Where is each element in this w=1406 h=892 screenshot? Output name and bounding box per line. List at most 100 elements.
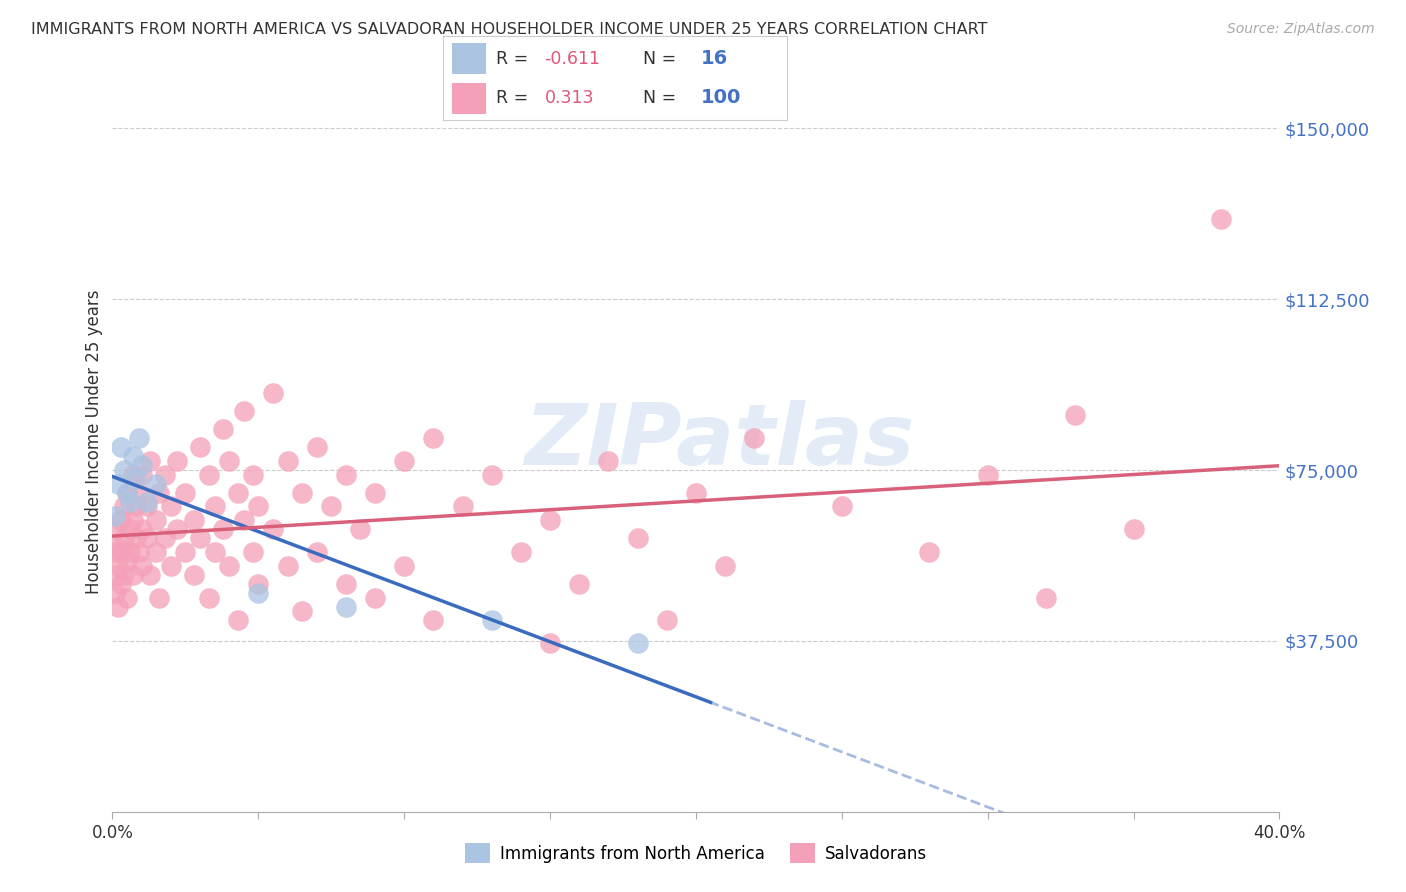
Point (107, 599, 129, 614)
Point (685, 485, 707, 500)
Point (1209, 212, 1232, 227)
Point (276, 454, 298, 468)
Point (422, 613, 444, 627)
Point (714, 558, 737, 573)
Point (122, 513, 145, 527)
Point (276, 558, 298, 573)
Point (335, 599, 357, 614)
Point (262, 522, 284, 536)
Point (188, 532, 211, 546)
Point (107, 541, 129, 555)
Text: 100: 100 (702, 88, 741, 107)
Point (212, 522, 235, 536)
Point (976, 467, 998, 482)
Point (115, 554, 138, 568)
Point (232, 404, 254, 418)
Point (160, 500, 183, 514)
Point (247, 586, 270, 600)
Point (107, 476, 129, 491)
Bar (451, 83, 486, 113)
Point (166, 522, 188, 536)
Point (197, 467, 219, 482)
Point (183, 567, 205, 582)
Point (131, 458, 153, 473)
Point (145, 545, 167, 559)
Point (118, 495, 141, 509)
Point (110, 545, 132, 559)
Point (122, 450, 145, 464)
Point (166, 454, 188, 468)
Point (145, 476, 167, 491)
Point (148, 485, 170, 500)
Point (1122, 522, 1144, 536)
Point (183, 513, 205, 527)
Point (627, 532, 650, 546)
Point (1035, 591, 1057, 605)
Point (112, 532, 135, 546)
Point (226, 613, 249, 627)
Point (422, 431, 444, 445)
Point (112, 500, 135, 514)
Point (655, 613, 678, 627)
Point (107, 558, 129, 573)
Point (139, 567, 162, 582)
Point (131, 558, 153, 573)
Point (128, 545, 150, 559)
Point (204, 500, 226, 514)
Point (110, 440, 132, 454)
Point (538, 636, 561, 650)
Point (242, 545, 264, 559)
Point (174, 485, 197, 500)
Point (188, 440, 211, 454)
Point (335, 577, 357, 591)
Text: 16: 16 (702, 49, 728, 68)
Point (538, 513, 561, 527)
Point (394, 454, 416, 468)
Point (112, 567, 135, 582)
Point (145, 513, 167, 527)
Point (305, 440, 328, 454)
Text: 0.313: 0.313 (544, 88, 593, 106)
Point (160, 558, 183, 573)
Y-axis label: Householder Income Under 25 years: Householder Income Under 25 years (84, 289, 103, 594)
Point (118, 522, 141, 536)
Point (742, 431, 765, 445)
Text: N =: N = (643, 88, 682, 106)
Point (242, 467, 264, 482)
Point (627, 636, 650, 650)
Point (118, 545, 141, 559)
Text: -0.611: -0.611 (544, 50, 600, 68)
Point (247, 500, 270, 514)
Point (125, 532, 148, 546)
Point (110, 577, 132, 591)
Point (104, 567, 127, 582)
Point (131, 522, 153, 536)
Point (918, 545, 941, 559)
Point (364, 591, 387, 605)
Point (831, 500, 853, 514)
Point (291, 485, 314, 500)
Point (104, 522, 127, 536)
Text: N =: N = (643, 50, 682, 68)
Point (321, 500, 343, 514)
Point (139, 454, 162, 468)
Point (153, 532, 176, 546)
Point (136, 495, 159, 509)
Point (451, 500, 474, 514)
Point (115, 485, 138, 500)
Point (128, 485, 150, 500)
Point (125, 500, 148, 514)
Point (226, 485, 249, 500)
Text: IMMIGRANTS FROM NORTH AMERICA VS SALVADORAN HOUSEHOLDER INCOME UNDER 25 YEARS CO: IMMIGRANTS FROM NORTH AMERICA VS SALVADO… (31, 22, 987, 37)
Point (104, 508, 127, 523)
Point (481, 467, 503, 482)
Point (110, 513, 132, 527)
Point (394, 558, 416, 573)
Point (104, 545, 127, 559)
Point (128, 431, 150, 445)
Point (197, 591, 219, 605)
Point (481, 613, 503, 627)
Point (174, 545, 197, 559)
Point (122, 567, 145, 582)
Point (125, 472, 148, 486)
